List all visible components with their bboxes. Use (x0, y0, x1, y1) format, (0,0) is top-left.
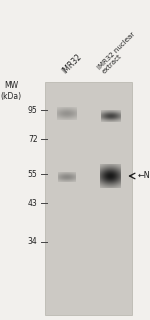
Text: 72: 72 (28, 135, 38, 144)
Text: IMR32 nuclear
extract: IMR32 nuclear extract (97, 31, 141, 75)
Text: IMR32: IMR32 (60, 52, 84, 75)
Text: 95: 95 (28, 106, 38, 115)
Text: 34: 34 (28, 237, 38, 246)
Text: MW
(kDa): MW (kDa) (1, 82, 22, 101)
Bar (45, 82, 132, 315)
Text: 55: 55 (28, 170, 38, 179)
Text: ←NeuroD1: ←NeuroD1 (137, 172, 150, 180)
Text: 43: 43 (28, 199, 38, 208)
